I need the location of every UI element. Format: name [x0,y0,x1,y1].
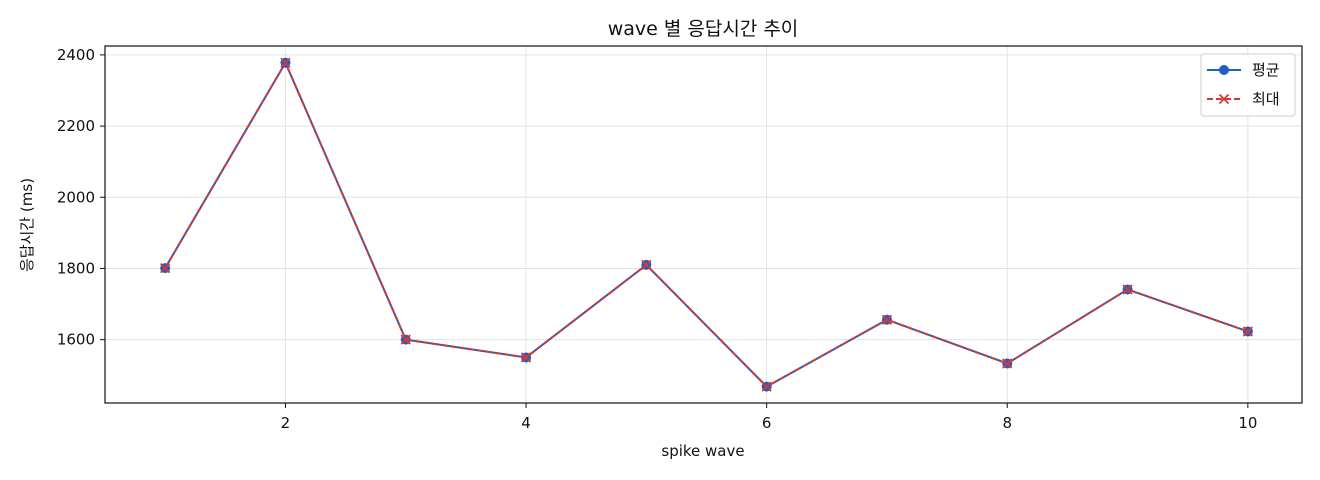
x-axis-label: spike wave [661,442,744,460]
legend-marker-0 [1219,65,1229,75]
legend-marker-1 [1218,93,1230,105]
series-layer [160,57,1253,392]
series-1-point [1002,358,1013,369]
legend-label-1: 최대 [1252,90,1280,108]
x-axis: 2 4 6 8 10 [281,403,1257,432]
series-1-point [881,314,893,325]
series-1-point [1122,284,1133,295]
series-1-point [761,381,772,392]
y-tick-label: 1800 [57,259,95,277]
y-axis-label: 응답시간 (ms) [18,178,36,272]
chart-title: wave 별 응답시간 추이 [608,18,799,40]
x-tick-label: 4 [521,414,531,432]
series-1-point [280,57,291,68]
legend-label-0: 평균 [1252,61,1280,79]
y-tick-label: 2200 [57,117,95,135]
x-tick-label: 2 [281,414,291,432]
series-1-point [1242,326,1253,337]
series-1-point [400,334,411,345]
legend-frame [1200,53,1296,117]
y-tick-label: 2000 [57,188,95,206]
y-tick-label: 2400 [57,46,95,64]
series-line-1 [164,61,1249,388]
series-1-point [520,352,532,363]
x-tick-label: 10 [1238,414,1257,432]
x-tick-label: 8 [1002,414,1012,432]
x-tick-label: 6 [762,414,772,432]
series-line-0 [164,61,1249,388]
plot-frame [104,45,1303,404]
series-1-point [160,262,171,274]
grid [105,46,1302,403]
y-axis: 1600 1800 2000 2200 2400 [57,46,105,349]
series-1-point [641,259,652,271]
y-tick-label: 1600 [57,331,95,349]
